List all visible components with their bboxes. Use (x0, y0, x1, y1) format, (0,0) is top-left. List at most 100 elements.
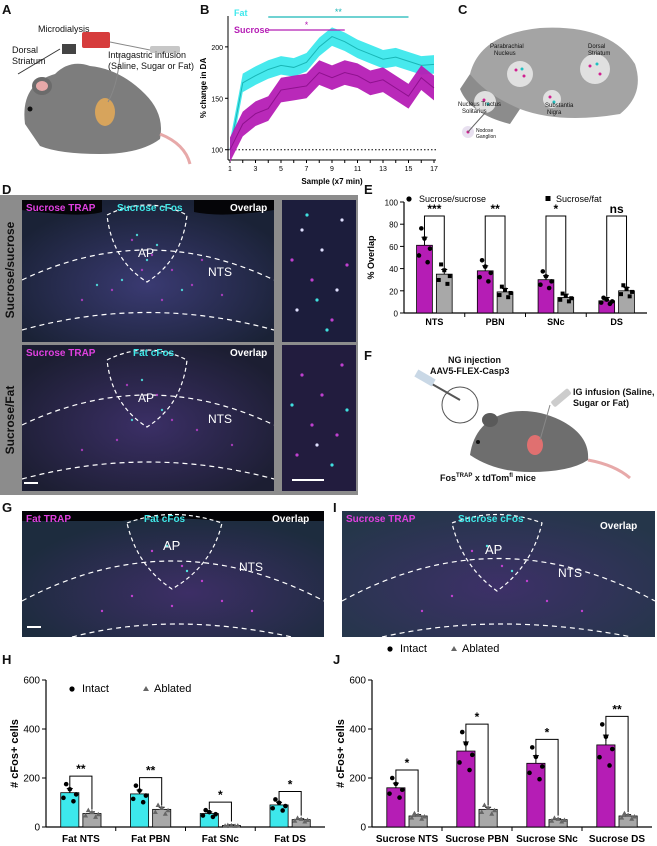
legend-marker-1 (406, 196, 412, 202)
data-point (67, 786, 73, 792)
data-point (597, 754, 602, 760)
data-point (419, 816, 425, 821)
pbn-label-2: Nucleus (494, 51, 516, 57)
data-point (207, 809, 212, 815)
d2-cfos-label: Fat cFos (133, 348, 175, 359)
g-ap-label: AP (163, 538, 181, 553)
data-point (447, 274, 452, 279)
y-axis-label: # cFos+ cells (335, 719, 347, 788)
data-point (543, 274, 549, 279)
error-band-fat (230, 27, 434, 159)
data-point (630, 289, 635, 294)
data-point (598, 300, 604, 305)
g-nts-label: NTS (239, 560, 263, 574)
data-point (599, 722, 605, 727)
y-tick-label: 200 (23, 774, 40, 785)
data-point (421, 814, 427, 819)
d2-nts-label: NTS (208, 412, 232, 426)
mouse-line-label: FosTRAP x tdTomfl mice (440, 473, 536, 483)
data-point (601, 295, 606, 301)
data-point (485, 805, 491, 810)
data-point (89, 809, 95, 815)
panel-label-c: C (458, 2, 468, 17)
panel-label-f: F (364, 348, 372, 363)
legend-label-1: Intact (400, 643, 427, 655)
y-tick-label: 600 (23, 676, 40, 687)
micrograph-d-zoom-1 (282, 200, 356, 342)
data-point (539, 764, 545, 769)
micrograph-d-zoom-2 (282, 345, 356, 491)
pbn-label-1: Parabrachial (490, 44, 524, 50)
x-tick-label: Fat NTS (62, 834, 100, 845)
y-tick-label: 0 (394, 310, 399, 319)
x-tick-label: 3 (254, 166, 258, 173)
d1-trap-label: Sucrose TRAP (26, 203, 96, 214)
data-point (479, 257, 485, 263)
ig-infusion-sub-label: Sugar or Fat) (573, 398, 630, 408)
data-point (489, 811, 495, 816)
data-point (83, 813, 89, 818)
nodose-label-1: Nodose (476, 128, 494, 134)
data-point (436, 277, 441, 282)
x-tick-label: PBN (486, 317, 505, 327)
data-point (415, 812, 421, 817)
g-overlap-label: Overlap (272, 514, 310, 525)
data-point (228, 822, 234, 828)
data-point (280, 808, 285, 813)
data-point (273, 797, 278, 802)
x-tick-label: Sucrose SNc (516, 834, 578, 845)
data-point (130, 796, 136, 802)
data-point (63, 781, 69, 787)
sig-mark: * (218, 788, 223, 802)
chart-j: 0 200 400 600 # cFos+ cells * Sucrose NTS * Sucr… (335, 643, 652, 845)
data-point (561, 817, 567, 823)
y-tick-label: 400 (349, 725, 366, 736)
y-tick-label: 20 (389, 287, 398, 296)
sig-bracket (465, 723, 489, 806)
data-point (537, 776, 542, 782)
data-point (143, 793, 149, 798)
data-point (270, 805, 276, 811)
data-point (629, 816, 635, 821)
x-tick-label: NTS (425, 317, 443, 327)
series-line-sucrose (229, 71, 435, 150)
data-point (389, 775, 395, 781)
data-point (631, 814, 637, 819)
data-point (409, 815, 415, 820)
data-point (491, 807, 497, 813)
data-point (621, 810, 627, 816)
infusion-sub-label: (Saline, Sugar or Fat) (108, 61, 195, 71)
panel-label-a: A (2, 2, 12, 17)
data-point (627, 294, 632, 299)
x-tick-label: 9 (330, 166, 334, 173)
d2-overlap-label: Overlap (230, 348, 268, 359)
x-axis-label: Sample (x7 min) (301, 177, 363, 186)
error-band-sucrose (230, 60, 434, 163)
data-point (85, 807, 91, 813)
data-point (71, 798, 76, 804)
legend-label-2: Sucrose/fat (556, 194, 602, 204)
d1-overlap-label: Overlap (230, 203, 268, 214)
striatum-label: Striatum (12, 56, 46, 66)
sig-mark: * (288, 777, 293, 791)
legend-label-2: Ablated (154, 683, 191, 695)
data-point (618, 292, 623, 297)
data-point (549, 279, 554, 284)
x-tick-label: 13 (379, 166, 387, 173)
data-point (538, 282, 543, 287)
data-point (503, 287, 508, 292)
ng-injection-label: NG injection (448, 355, 502, 365)
data-point (559, 818, 565, 824)
legend-label-2: Ablated (462, 643, 499, 655)
data-point (137, 788, 142, 793)
data-point (73, 792, 79, 797)
data-point (225, 822, 231, 828)
x-tick-label: 5 (279, 166, 283, 173)
series-line-fat (229, 35, 435, 150)
data-point (467, 767, 472, 773)
sig-bracket (208, 801, 232, 822)
panel-label-b: B (200, 2, 210, 17)
sig-mark-fat: ** (335, 7, 343, 17)
data-point (283, 803, 288, 809)
